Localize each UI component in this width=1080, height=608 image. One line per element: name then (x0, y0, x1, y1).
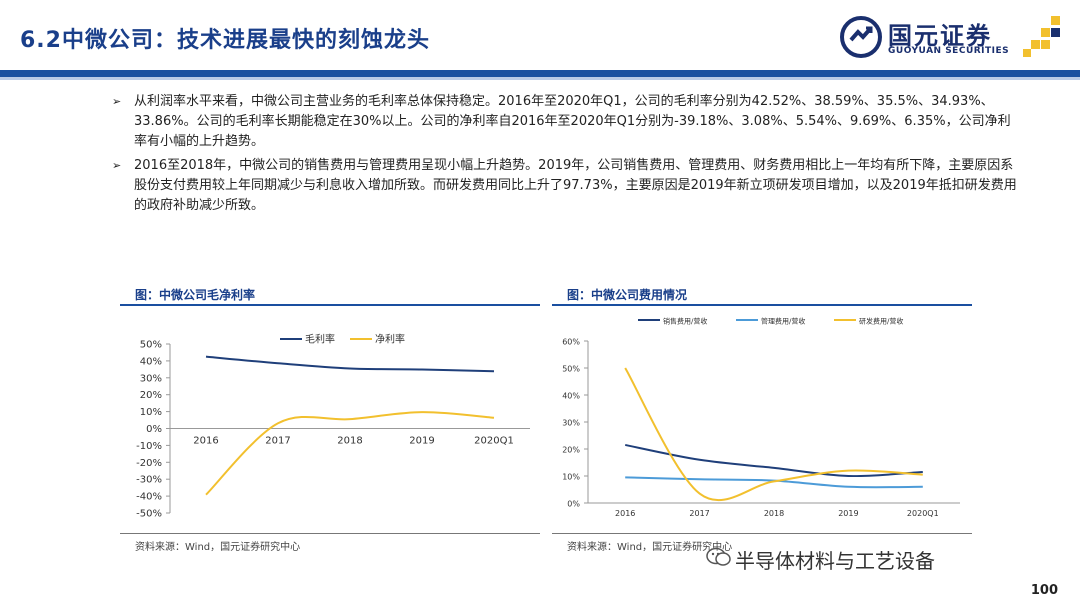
x-tick-label: 2019 (838, 509, 858, 518)
expense-chart: 60% 50% 40% 30% 20% 10% 0% 2016 2017 2018 2019 2020… (562, 317, 960, 518)
y-tick-label: -30% (136, 475, 162, 486)
x-tick-label: 2017 (265, 436, 290, 447)
x-tick-label: 2016 (615, 509, 635, 518)
x-tick-label: 2020Q1 (474, 436, 514, 447)
header-divider (0, 70, 1080, 77)
y-tick-label: 20% (140, 390, 162, 401)
x-tick-label: 2016 (193, 436, 218, 447)
y-tick-label: 40% (140, 356, 162, 367)
legend-label: 毛利率 (305, 333, 335, 346)
logo-blocks-icon (1023, 16, 1060, 57)
watermark-text: 半导体材料与工艺设备 (735, 549, 935, 573)
x-tick-label: 2018 (764, 509, 784, 518)
wechat-icon (706, 547, 731, 566)
right-source-note: 资料来源：Wind，国元证券研究中心 (567, 542, 733, 553)
margin-chart: 50% 40% 30% 20% 10% 0% -10% -20% -30% -40% -50% 201… (136, 333, 530, 520)
logo-text-cn: 国元证券 (888, 22, 992, 50)
series-line-1 (625, 443, 923, 478)
y-tick-label: 30% (562, 419, 580, 428)
y-tick-label: 0% (567, 500, 580, 509)
bullet-text: 从利润率水平来看，中微公司主营业务的毛利率总体保持稳定。2016年至2020年Q… (134, 94, 1011, 149)
legend-label: 研发费用/营收 (859, 317, 903, 326)
left-footer-line (120, 533, 540, 534)
y-tick-label: 60% (562, 338, 580, 347)
y-tick-label: 10% (140, 407, 162, 418)
left-caption-line (120, 304, 540, 306)
x-tick-label: 2018 (337, 436, 362, 447)
y-tick-label: 50% (140, 340, 162, 351)
left-source-note: 资料来源：Wind，国元证券研究中心 (135, 542, 301, 553)
bullet-list: ➢ 从利润率水平来看，中微公司主营业务的毛利率总体保持稳定。2016年至2020… (112, 92, 1022, 220)
series-line-3 (624, 367, 923, 501)
bullet-arrow-icon: ➢ (112, 159, 122, 172)
series-line-1 (205, 355, 495, 373)
series-line-2 (205, 411, 495, 496)
y-tick-label: 40% (562, 392, 580, 401)
page-title: 6.2中微公司：技术进展最快的刻蚀龙头 (20, 28, 430, 53)
y-tick-label: -20% (136, 458, 162, 469)
y-tick-label: -40% (136, 492, 162, 503)
company-logo: 国元证券 GUOYUAN SECURITIES (840, 14, 1065, 62)
logo-mark-icon (840, 16, 882, 58)
bullet-item: ➢ 2016至2018年，中微公司的销售费用与管理费用呈现小幅上升趋势。2019… (112, 156, 1022, 216)
y-tick-label: -10% (136, 441, 162, 452)
y-tick-label: 30% (140, 373, 162, 384)
page-number: 100 (1030, 583, 1058, 598)
y-tick-label: 50% (562, 365, 580, 374)
x-tick-label: 2020Q1 (907, 509, 939, 518)
right-caption-line (552, 304, 972, 306)
legend-label: 管理费用/营收 (761, 317, 805, 326)
right-chart-caption: 图：中微公司费用情况 (567, 288, 688, 302)
left-chart-caption: 图：中微公司毛净利率 (135, 288, 256, 302)
legend-label: 销售费用/营收 (663, 317, 707, 326)
bullet-item: ➢ 从利润率水平来看，中微公司主营业务的毛利率总体保持稳定。2016年至2020… (112, 92, 1022, 152)
legend-label: 净利率 (375, 333, 405, 346)
x-tick-label: 2017 (689, 509, 709, 518)
header-divider-light (0, 77, 1080, 80)
right-footer-line (552, 533, 972, 534)
logo-text-en: GUOYUAN SECURITIES (888, 46, 1010, 56)
y-tick-label: 0% (146, 424, 162, 435)
y-tick-label: 10% (562, 473, 580, 482)
bullet-text: 2016至2018年，中微公司的销售费用与管理费用呈现小幅上升趋势。2019年，… (134, 158, 1017, 213)
bullet-arrow-icon: ➢ (112, 95, 122, 108)
x-tick-label: 2019 (409, 436, 434, 447)
y-tick-label: 20% (562, 446, 580, 455)
y-tick-label: -50% (136, 509, 162, 520)
